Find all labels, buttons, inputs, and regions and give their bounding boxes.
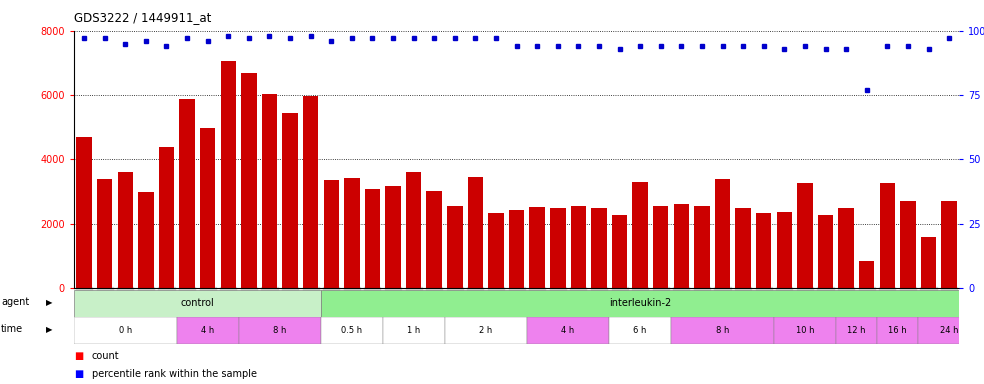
Bar — [714, 179, 730, 288]
Bar — [776, 212, 792, 288]
Bar — [488, 214, 504, 288]
Text: GDS3222 / 1449911_at: GDS3222 / 1449911_at — [74, 12, 212, 25]
Bar — [200, 129, 215, 288]
Bar — [526, 317, 609, 344]
Bar — [735, 208, 751, 288]
Bar — [406, 172, 421, 288]
Bar — [921, 237, 936, 288]
Bar — [835, 317, 877, 344]
Bar — [591, 208, 607, 288]
Text: ▶: ▶ — [46, 298, 53, 307]
Bar — [241, 73, 257, 288]
Bar — [77, 137, 92, 288]
Bar — [695, 206, 709, 288]
Bar — [383, 317, 445, 344]
Bar — [220, 61, 236, 288]
Bar — [671, 317, 774, 344]
Bar — [365, 189, 380, 288]
Text: ■: ■ — [74, 351, 83, 361]
Bar — [818, 215, 833, 288]
Bar — [74, 290, 321, 317]
Text: ▶: ▶ — [46, 324, 53, 334]
Text: 2 h: 2 h — [479, 326, 492, 335]
Bar — [877, 317, 918, 344]
Bar — [550, 208, 566, 288]
Bar — [653, 206, 668, 288]
Bar — [445, 317, 526, 344]
Bar — [238, 317, 321, 344]
Text: ■: ■ — [74, 369, 83, 379]
Bar — [797, 182, 813, 288]
Text: 8 h: 8 h — [716, 326, 729, 335]
Bar — [467, 177, 483, 288]
Bar — [942, 200, 956, 288]
Bar — [158, 147, 174, 288]
Text: 1 h: 1 h — [407, 326, 420, 335]
Bar — [900, 200, 916, 288]
Bar — [177, 317, 238, 344]
Text: 0.5 h: 0.5 h — [341, 326, 362, 335]
Text: 24 h: 24 h — [940, 326, 958, 335]
Bar — [117, 172, 133, 288]
Bar — [138, 192, 154, 288]
Bar — [321, 317, 383, 344]
Bar — [880, 182, 895, 288]
Text: percentile rank within the sample: percentile rank within the sample — [92, 369, 257, 379]
Text: 16 h: 16 h — [889, 326, 907, 335]
Bar — [774, 317, 835, 344]
Text: 4 h: 4 h — [201, 326, 215, 335]
Bar — [262, 94, 277, 288]
Text: agent: agent — [1, 297, 30, 307]
Bar — [447, 206, 462, 288]
Bar — [74, 317, 177, 344]
Text: interleukin-2: interleukin-2 — [609, 298, 671, 308]
Bar — [612, 215, 628, 288]
Text: 0 h: 0 h — [119, 326, 132, 335]
Text: 4 h: 4 h — [562, 326, 575, 335]
Bar — [321, 290, 959, 317]
Bar — [633, 182, 647, 288]
Bar — [838, 208, 854, 288]
Bar — [609, 317, 671, 344]
Text: 6 h: 6 h — [634, 326, 646, 335]
Bar — [529, 207, 545, 288]
Bar — [324, 180, 338, 288]
Bar — [426, 191, 442, 288]
Bar — [859, 261, 875, 288]
Bar — [386, 186, 400, 288]
Bar — [756, 213, 771, 288]
Bar — [509, 210, 524, 288]
Text: count: count — [92, 351, 119, 361]
Text: 10 h: 10 h — [796, 326, 814, 335]
Bar — [282, 113, 298, 288]
Text: 12 h: 12 h — [847, 326, 866, 335]
Bar — [571, 206, 586, 288]
Text: control: control — [180, 298, 215, 308]
Text: 8 h: 8 h — [274, 326, 286, 335]
Text: time: time — [1, 324, 23, 334]
Bar — [918, 317, 980, 344]
Bar — [303, 96, 319, 288]
Bar — [97, 179, 112, 288]
Bar — [344, 178, 359, 288]
Bar — [179, 99, 195, 288]
Bar — [674, 204, 689, 288]
